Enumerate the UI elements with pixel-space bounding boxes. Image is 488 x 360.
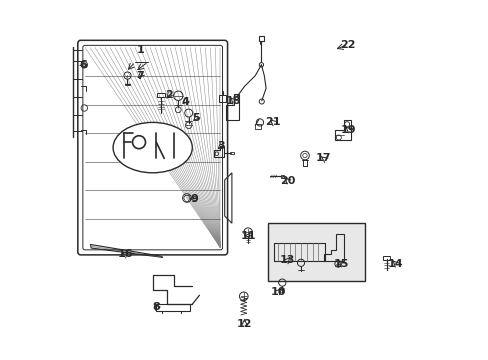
Text: 15: 15 bbox=[333, 258, 348, 269]
Text: 7: 7 bbox=[136, 71, 143, 81]
Bar bbox=[230, 152, 234, 154]
Bar bbox=[218, 95, 226, 102]
Bar bbox=[258, 36, 264, 41]
Text: 18: 18 bbox=[225, 96, 241, 106]
Text: 6: 6 bbox=[80, 60, 87, 70]
Text: 14: 14 bbox=[387, 258, 403, 269]
Bar bbox=[267, 223, 365, 281]
Bar bbox=[156, 304, 190, 311]
Polygon shape bbox=[90, 244, 163, 257]
Ellipse shape bbox=[113, 122, 192, 173]
Text: 21: 21 bbox=[265, 117, 281, 127]
Text: 19: 19 bbox=[341, 125, 356, 135]
Text: 12: 12 bbox=[236, 319, 252, 329]
Bar bbox=[280, 175, 284, 178]
Text: 3: 3 bbox=[217, 141, 224, 151]
Text: 4: 4 bbox=[181, 96, 189, 107]
Text: 5: 5 bbox=[192, 113, 199, 123]
Text: 8: 8 bbox=[152, 302, 160, 312]
Bar bbox=[157, 93, 164, 97]
Bar bbox=[382, 256, 389, 260]
Text: 13: 13 bbox=[280, 255, 295, 265]
Text: 1: 1 bbox=[137, 45, 144, 55]
Text: 22: 22 bbox=[340, 40, 355, 50]
Circle shape bbox=[259, 63, 263, 67]
Text: 10: 10 bbox=[270, 287, 286, 297]
Text: 16: 16 bbox=[118, 249, 133, 259]
Text: 9: 9 bbox=[190, 194, 198, 204]
Text: 11: 11 bbox=[240, 231, 255, 241]
Bar bbox=[255, 124, 261, 129]
Text: 2: 2 bbox=[164, 90, 172, 100]
Text: 17: 17 bbox=[315, 153, 331, 163]
Text: 20: 20 bbox=[280, 176, 295, 186]
